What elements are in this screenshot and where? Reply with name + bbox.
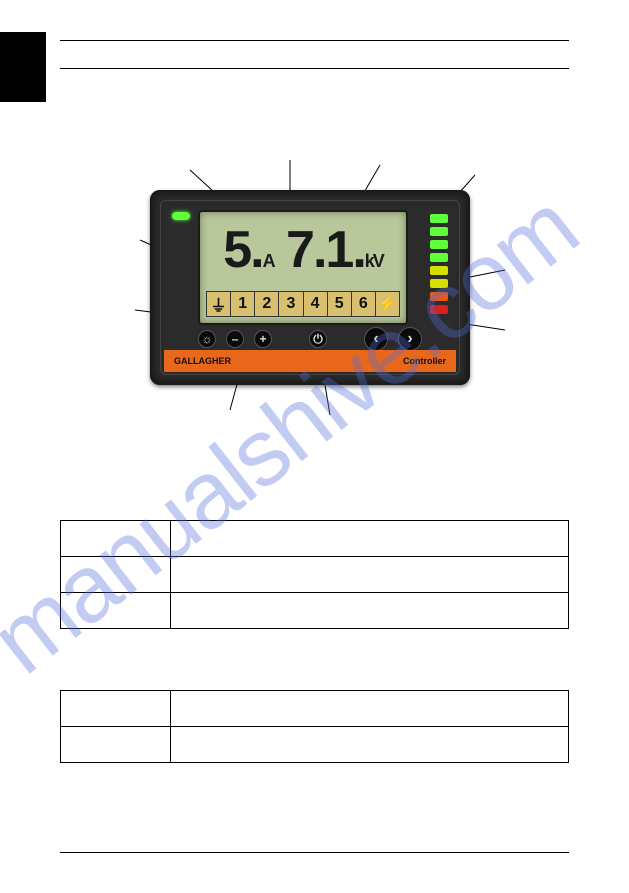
- table-row: [61, 691, 569, 727]
- brightness-button[interactable]: ☼: [198, 330, 216, 348]
- rule-top-1: [60, 40, 569, 41]
- device-figure: 5.A 7.1.kV ⏚ 1 2 3 4 5 6 ⚡: [100, 140, 520, 420]
- t1-r1c0: [61, 557, 171, 593]
- nav-left-button[interactable]: ‹: [364, 327, 388, 351]
- lcd-screen: 5.A 7.1.kV ⏚ 1 2 3 4 5 6 ⚡: [198, 210, 408, 325]
- rule-top-2: [60, 68, 569, 69]
- zone-bolt-icon: ⚡: [376, 292, 399, 316]
- power-button[interactable]: ⏻: [309, 330, 327, 348]
- zone-6: 6: [352, 292, 376, 316]
- zone-1: 1: [231, 292, 255, 316]
- bar-seg-7: [430, 292, 448, 301]
- zone-ground-icon: ⏚: [207, 292, 231, 316]
- page-content: 5.A 7.1.kV ⏚ 1 2 3 4 5 6 ⚡: [60, 40, 569, 853]
- bar-seg-2: [430, 227, 448, 236]
- nav-right-button[interactable]: ›: [398, 327, 422, 351]
- kv-value: 7.1.: [286, 221, 365, 279]
- zone-5: 5: [328, 292, 352, 316]
- rule-bottom: [60, 852, 569, 853]
- table-row: [61, 521, 569, 557]
- brand-left: GALLAGHER: [174, 356, 231, 366]
- table-row: [61, 593, 569, 629]
- section-tab: [0, 32, 46, 102]
- zone-2: 2: [255, 292, 279, 316]
- t2-r1c1: [171, 727, 569, 763]
- t1-r2c1: [171, 593, 569, 629]
- lcd-readout: 5.A 7.1.kV: [200, 220, 406, 280]
- bar-seg-1: [430, 214, 448, 223]
- brand-right: Controller: [403, 356, 446, 366]
- zone-4: 4: [304, 292, 328, 316]
- bar-seg-3: [430, 240, 448, 249]
- brand-strip: GALLAGHER Controller: [164, 350, 456, 372]
- t1-r1c1: [171, 557, 569, 593]
- amps-value: 5.: [223, 221, 262, 279]
- plus-button[interactable]: +: [254, 330, 272, 348]
- table-row: [61, 557, 569, 593]
- amps-unit: A: [263, 251, 274, 271]
- t1-r2c0: [61, 593, 171, 629]
- zone-3: 3: [279, 292, 303, 316]
- bar-seg-4: [430, 253, 448, 262]
- table-2: [60, 690, 569, 763]
- t1-r0c0: [61, 521, 171, 557]
- t2-r1c0: [61, 727, 171, 763]
- minus-button[interactable]: –: [226, 330, 244, 348]
- zone-row: ⏚ 1 2 3 4 5 6 ⚡: [206, 291, 400, 317]
- bar-seg-8: [430, 305, 448, 314]
- t2-r0c1: [171, 691, 569, 727]
- kv-unit: kV: [365, 251, 383, 271]
- controller-device: 5.A 7.1.kV ⏚ 1 2 3 4 5 6 ⚡: [150, 190, 470, 385]
- bar-seg-5: [430, 266, 448, 275]
- table-1: [60, 520, 569, 629]
- led-bargraph: [430, 214, 448, 314]
- table-row: [61, 727, 569, 763]
- t2-r0c0: [61, 691, 171, 727]
- t1-r0c1: [171, 521, 569, 557]
- power-led: [172, 212, 190, 220]
- bar-seg-6: [430, 279, 448, 288]
- button-row: ☼ – + ⏻ ‹ ›: [198, 329, 422, 349]
